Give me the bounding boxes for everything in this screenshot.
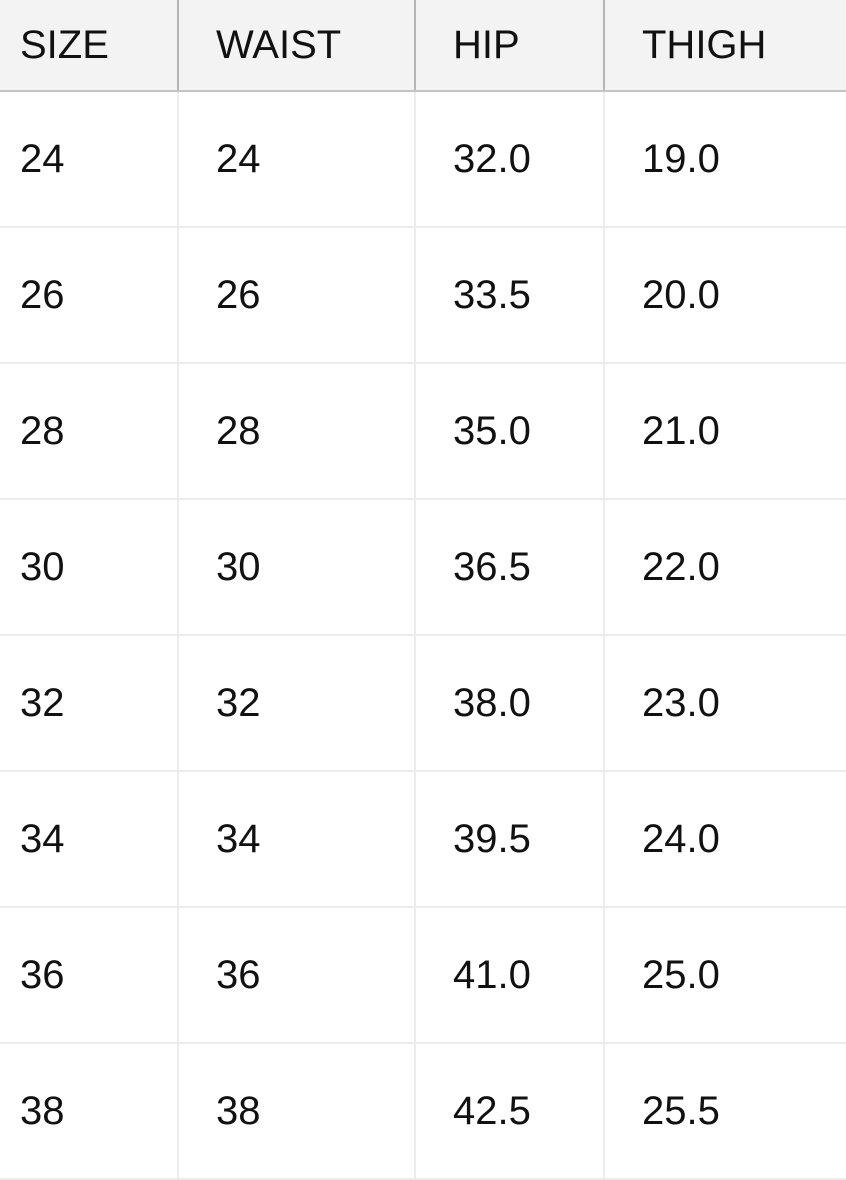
cell-waist: 32 <box>177 635 415 772</box>
cell-hip: 36.5 <box>414 499 604 636</box>
cell-hip: 33.5 <box>414 227 604 364</box>
header-size: SIZE <box>0 0 178 92</box>
cell-size: 36 <box>0 907 178 1044</box>
cell-thigh: 23.0 <box>603 635 846 772</box>
cell-waist: 28 <box>177 363 415 500</box>
cell-waist: 38 <box>177 1043 415 1180</box>
cell-hip: 32.0 <box>414 91 604 228</box>
header-hip: HIP <box>414 0 604 92</box>
table-row: 30 30 36.5 22.0 <box>0 499 846 636</box>
table-row: 36 36 41.0 25.0 <box>0 907 846 1044</box>
cell-waist: 34 <box>177 771 415 908</box>
table-row: 32 32 38.0 23.0 <box>0 635 846 772</box>
cell-size: 28 <box>0 363 178 500</box>
cell-thigh: 22.0 <box>603 499 846 636</box>
cell-size: 30 <box>0 499 178 636</box>
cell-hip: 39.5 <box>414 771 604 908</box>
header-waist: WAIST <box>177 0 415 92</box>
cell-size: 38 <box>0 1043 178 1180</box>
cell-waist: 30 <box>177 499 415 636</box>
cell-hip: 38.0 <box>414 635 604 772</box>
cell-size: 26 <box>0 227 178 364</box>
cell-waist: 36 <box>177 907 415 1044</box>
cell-thigh: 24.0 <box>603 771 846 908</box>
header-row: SIZE WAIST HIP THIGH <box>0 0 846 92</box>
header-thigh: THIGH <box>603 0 846 92</box>
cell-waist: 26 <box>177 227 415 364</box>
cell-thigh: 25.0 <box>603 907 846 1044</box>
cell-thigh: 19.0 <box>603 91 846 228</box>
cell-thigh: 25.5 <box>603 1043 846 1180</box>
table-row: 28 28 35.0 21.0 <box>0 363 846 500</box>
cell-hip: 35.0 <box>414 363 604 500</box>
cell-waist: 24 <box>177 91 415 228</box>
cell-size: 34 <box>0 771 178 908</box>
cell-thigh: 20.0 <box>603 227 846 364</box>
cell-size: 24 <box>0 91 178 228</box>
cell-thigh: 21.0 <box>603 363 846 500</box>
table-row: 26 26 33.5 20.0 <box>0 227 846 364</box>
table-row: 34 34 39.5 24.0 <box>0 771 846 908</box>
cell-hip: 41.0 <box>414 907 604 1044</box>
cell-size: 32 <box>0 635 178 772</box>
table-row: 38 38 42.5 25.5 <box>0 1043 846 1180</box>
table-row: 24 24 32.0 19.0 <box>0 91 846 228</box>
cell-hip: 42.5 <box>414 1043 604 1180</box>
